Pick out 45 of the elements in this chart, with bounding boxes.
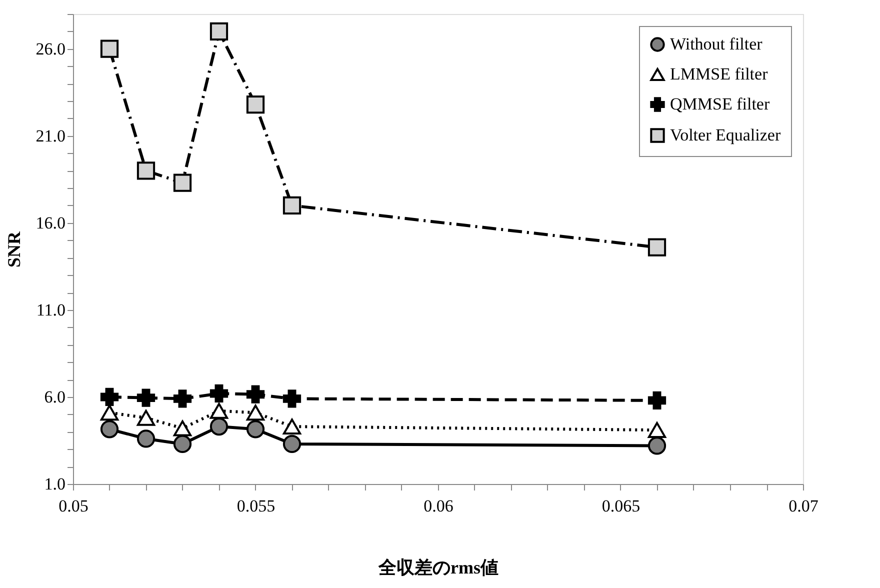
point [282,390,302,408]
point [173,434,192,454]
point [210,384,228,403]
legend-label: LMMSE filter [670,64,768,84]
point [210,22,228,40]
point [648,238,666,256]
point [100,40,119,58]
point [136,388,156,407]
legend-label: QMMSE filter [670,94,770,114]
point [136,162,156,180]
point [282,418,302,435]
point [173,390,192,408]
point [648,391,666,410]
point [246,420,265,438]
y-tick-label: 26.0 [36,39,66,58]
x-tick-label: 0.065 [602,496,640,516]
legend-label: Without filter [670,34,763,54]
point [173,174,192,192]
point [100,388,119,406]
point [282,434,302,454]
point [246,404,265,421]
point [210,402,228,419]
point [100,420,119,438]
y-tick-label: 6.0 [44,387,66,406]
point [246,385,265,404]
point [100,404,119,421]
point [648,436,666,455]
x-axis-title: 全収差のrms値 [378,558,498,578]
point [173,420,192,436]
point [282,196,302,215]
y-tick-label: 11.0 [36,300,66,320]
y-tick-label: 16.0 [36,213,66,232]
point [136,430,156,448]
x-tick-label: 0.06 [424,496,454,516]
legend-label: Volter Equalizer [670,126,781,144]
point [136,410,156,426]
point [648,422,666,438]
x-tick-label: 0.055 [236,496,276,516]
y-axis-title: SNR [4,230,24,268]
x-tick-label: 0.05 [58,496,88,516]
point [210,418,228,436]
point [246,95,265,114]
y-tick-label: 21.0 [36,126,66,146]
x-tick-label: 0.07 [788,496,819,516]
y-tick-label: 1.0 [44,474,66,494]
